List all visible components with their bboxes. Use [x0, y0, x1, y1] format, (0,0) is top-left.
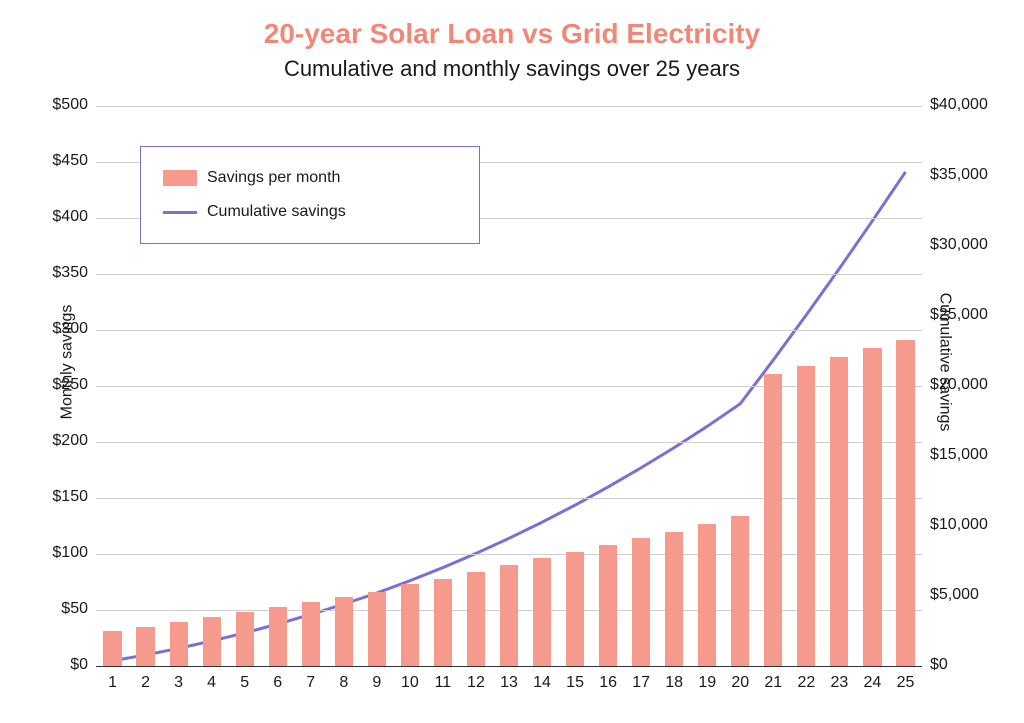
x-tick: 24 [858, 674, 886, 692]
y-right-tick: $25,000 [930, 306, 988, 324]
bar [302, 602, 320, 666]
chart-subtitle: Cumulative and monthly savings over 25 y… [0, 56, 1024, 82]
x-tick: 4 [198, 674, 226, 692]
bar [698, 524, 716, 666]
bar [335, 597, 353, 666]
y-left-tick: $400 [36, 208, 88, 226]
legend-item: Savings per month [163, 169, 457, 187]
y-right-tick: $15,000 [930, 446, 988, 464]
x-axis-baseline [96, 666, 922, 667]
legend: Savings per month Cumulative savings [140, 146, 480, 244]
bar [896, 340, 914, 666]
y-right-tick: $35,000 [930, 166, 988, 184]
x-tick: 3 [165, 674, 193, 692]
y-right-tick: $20,000 [930, 376, 988, 394]
bar [467, 572, 485, 666]
y-left-tick: $500 [36, 96, 88, 114]
bar [236, 612, 254, 666]
x-tick: 1 [99, 674, 127, 692]
y-left-tick: $100 [36, 544, 88, 562]
legend-item: Cumulative savings [163, 203, 457, 221]
y-left-tick: $300 [36, 320, 88, 338]
bar [764, 374, 782, 666]
bar [368, 592, 386, 666]
bar [103, 631, 121, 666]
x-tick: 16 [594, 674, 622, 692]
bar [500, 565, 518, 666]
x-tick: 12 [462, 674, 490, 692]
x-tick: 5 [231, 674, 259, 692]
x-tick: 13 [495, 674, 523, 692]
bar [632, 538, 650, 666]
y-left-tick: $200 [36, 432, 88, 450]
bar [863, 348, 881, 666]
y-left-tick: $0 [36, 656, 88, 674]
bar [401, 584, 419, 666]
y-left-tick: $450 [36, 152, 88, 170]
x-tick: 6 [264, 674, 292, 692]
solar-savings-chart: 20-year Solar Loan vs Grid Electricity C… [0, 0, 1024, 723]
x-tick: 18 [660, 674, 688, 692]
x-tick: 10 [396, 674, 424, 692]
legend-swatch-line-icon [163, 211, 197, 214]
x-tick: 15 [561, 674, 589, 692]
x-tick: 19 [693, 674, 721, 692]
bar [533, 558, 551, 666]
y-right-tick: $30,000 [930, 236, 988, 254]
bar [830, 357, 848, 666]
legend-swatch-bar-icon [163, 170, 197, 186]
bar [136, 627, 154, 666]
legend-label: Cumulative savings [207, 203, 346, 221]
y-right-tick: $0 [930, 656, 948, 674]
y-left-tick: $50 [36, 600, 88, 618]
legend-label: Savings per month [207, 169, 340, 187]
x-tick: 23 [825, 674, 853, 692]
x-tick: 14 [528, 674, 556, 692]
y-left-tick: $250 [36, 376, 88, 394]
y-left-tick: $150 [36, 488, 88, 506]
y-right-tick: $5,000 [930, 586, 979, 604]
chart-title: 20-year Solar Loan vs Grid Electricity [0, 18, 1024, 50]
gridline [96, 330, 922, 331]
bar [599, 545, 617, 666]
x-tick: 9 [363, 674, 391, 692]
bar [170, 622, 188, 666]
x-tick: 20 [726, 674, 754, 692]
bar [203, 617, 221, 666]
bar [731, 516, 749, 666]
x-tick: 22 [792, 674, 820, 692]
x-tick: 25 [891, 674, 919, 692]
y-right-tick: $10,000 [930, 516, 988, 534]
x-tick: 11 [429, 674, 457, 692]
gridline [96, 106, 922, 107]
y-right-tick: $40,000 [930, 96, 988, 114]
x-tick: 2 [132, 674, 160, 692]
gridline [96, 274, 922, 275]
y-left-tick: $350 [36, 264, 88, 282]
bar [566, 552, 584, 666]
bar [665, 532, 683, 666]
bar [269, 607, 287, 666]
x-tick: 21 [759, 674, 787, 692]
x-tick: 7 [297, 674, 325, 692]
bar [797, 366, 815, 666]
x-tick: 17 [627, 674, 655, 692]
bar [434, 579, 452, 666]
x-tick: 8 [330, 674, 358, 692]
